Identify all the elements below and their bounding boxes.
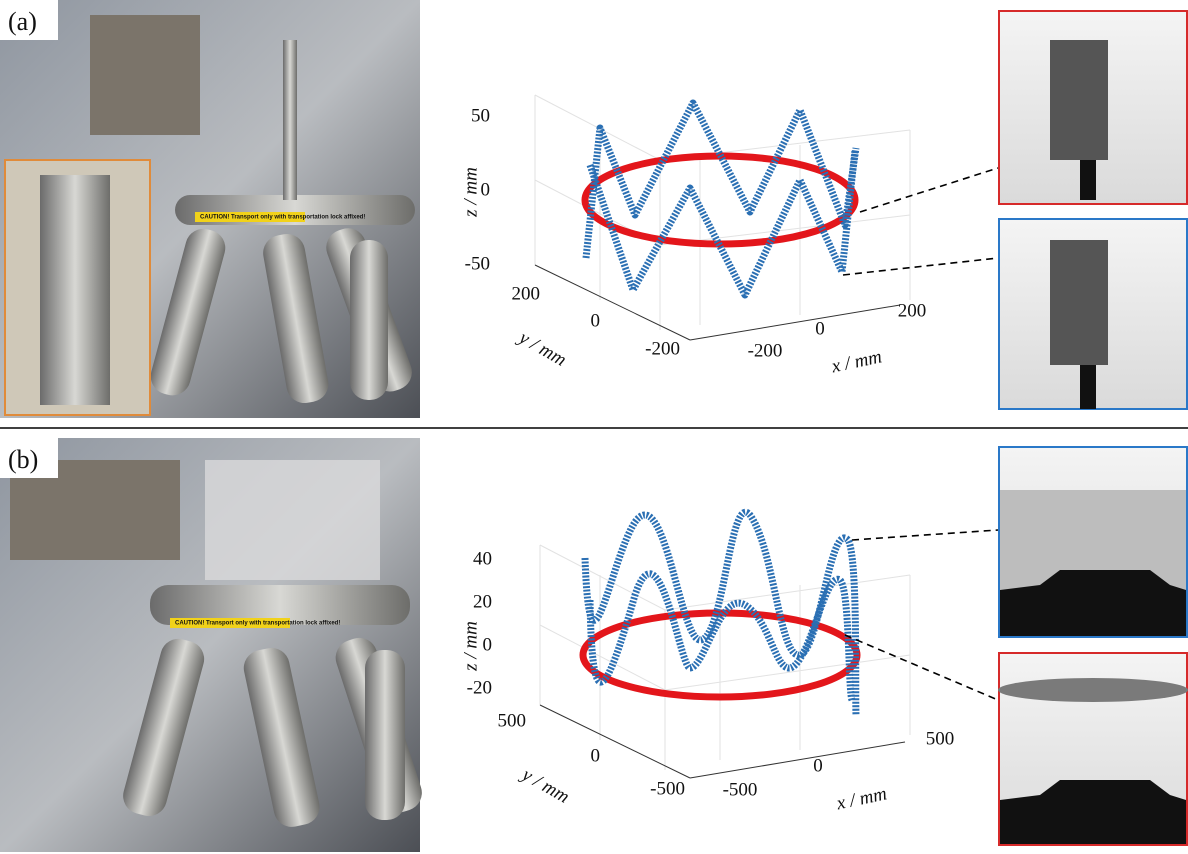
plot-b: 40 20 0 -20 500 0 -500 -500 0 500 z / mm… [460,512,998,814]
y-axis-label: y / mm [514,326,570,371]
photo-sign: CAUTION! Transport only with transportat… [175,621,340,627]
y-tick-label: 200 [512,283,541,304]
y-tick-label: 0 [591,745,601,766]
z-tick-label: 20 [473,591,492,612]
figure: CAUTION! Transport only with transportat… [0,0,1188,854]
z-tick-label: 40 [473,548,492,569]
z-axis-label: z / mm [460,621,481,672]
z-tick-label: 50 [471,105,490,126]
x-axis-label: x / mm [829,346,884,377]
x-tick-label: -500 [723,779,758,800]
x-tick-label: 200 [898,300,927,321]
x-tick-label: 0 [815,318,825,339]
x-tick-label: 500 [926,728,955,749]
photo-a: CAUTION! Transport only with transportat… [0,0,420,418]
x-tick-label: 0 [813,755,823,776]
photo-b: CAUTION! Transport only with transportat… [0,438,427,852]
x-tick-label: -200 [748,340,783,361]
z-tick-label: -20 [467,677,492,698]
plot-a: 50 0 -50 200 0 -200 -200 0 200 z / mm y … [460,95,998,378]
z-tick-label: 0 [481,179,491,200]
y-tick-label: -200 [645,338,680,359]
y-axis-label: y / mm [517,763,573,808]
z-axis-label: z / mm [460,167,481,218]
z-tick-label: 0 [483,634,493,655]
xray-b [998,447,1188,845]
x-axis-label: x / mm [834,783,889,814]
y-tick-label: 0 [591,310,601,331]
xray-a [999,11,1187,409]
panel-label: (b) [8,445,38,474]
y-tick-label: -500 [650,778,685,799]
photo-sign: CAUTION! Transport only with transportat… [200,215,365,221]
y-tick-label: 500 [498,710,527,731]
z-tick-label: -50 [465,253,490,274]
panel-label: (a) [8,7,37,36]
